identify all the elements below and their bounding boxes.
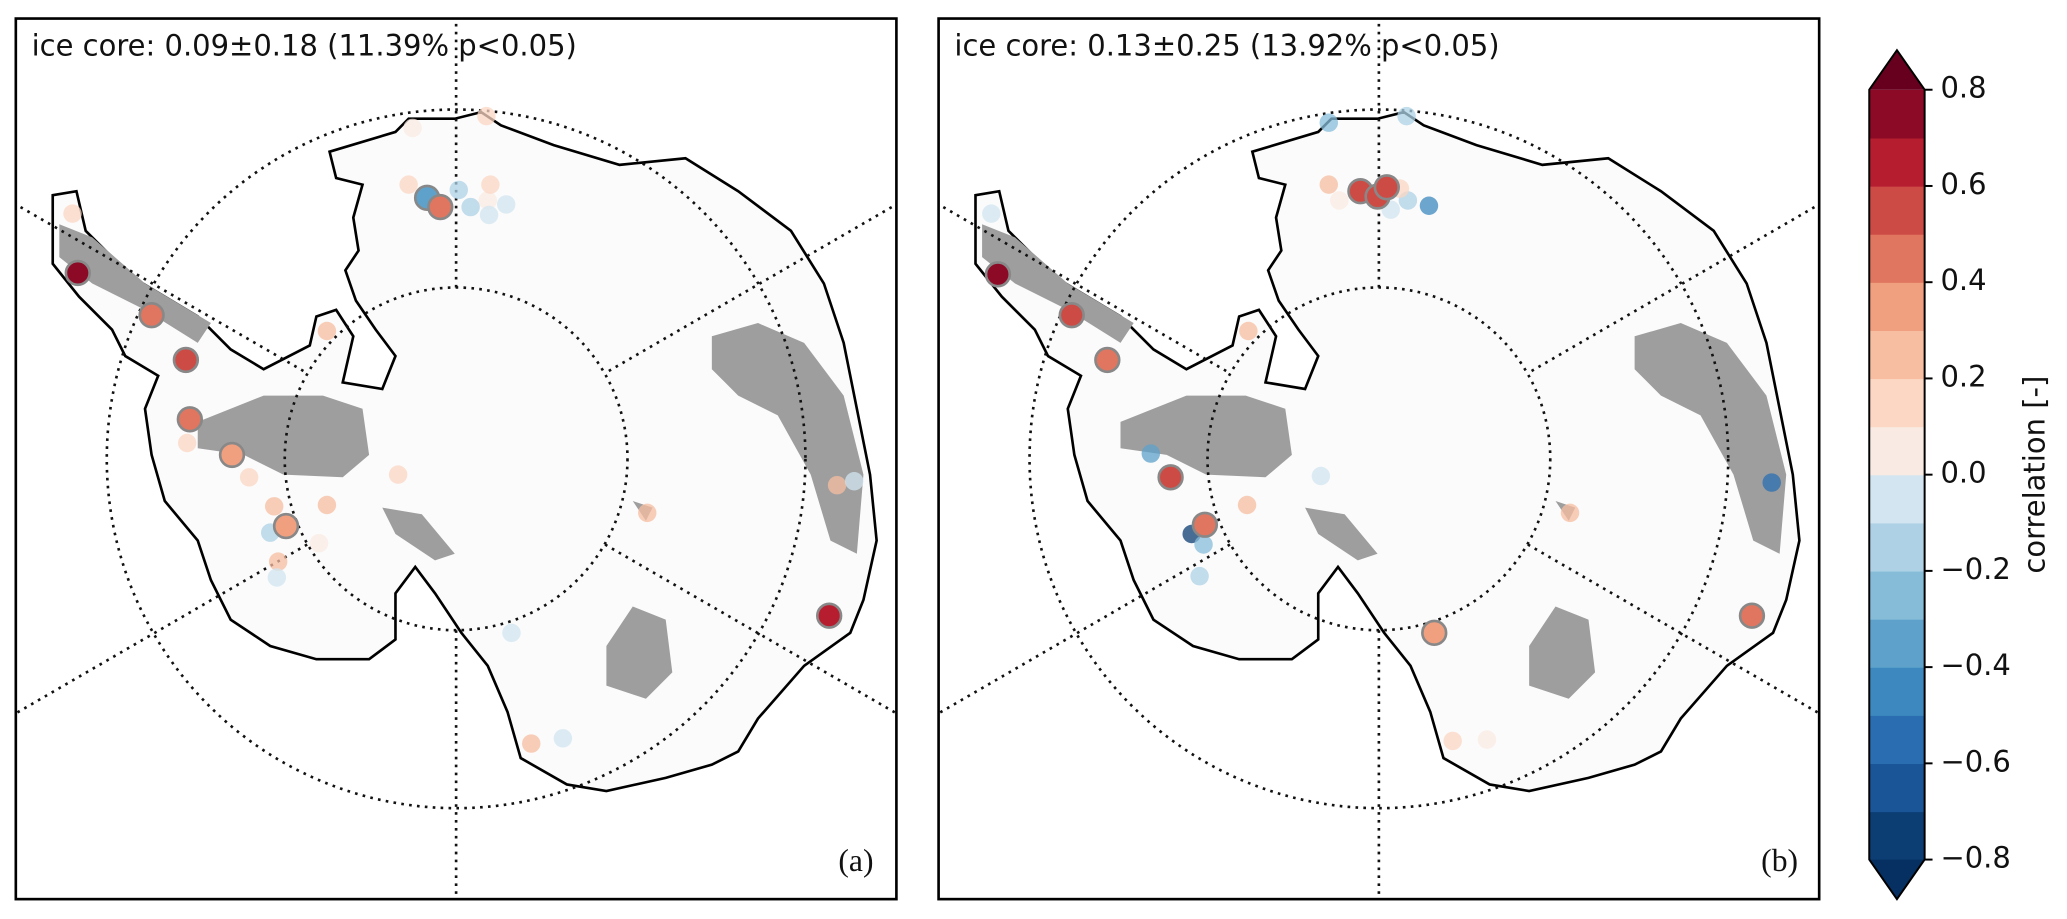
ice-core-site <box>1443 731 1462 751</box>
panel-title: ice core: 0.13±0.25 (13.92% p<0.05) <box>954 29 1499 63</box>
colorbar-segment <box>1869 234 1925 283</box>
colorbar-extend <box>1869 50 1925 90</box>
colorbar-segment <box>1869 282 1925 331</box>
colorbar-tick-label: 0.8 <box>1940 71 1986 105</box>
ice-core-site <box>481 175 500 194</box>
colorbar-label: correlation [-] <box>2018 376 2052 574</box>
panel-frame <box>14 17 898 901</box>
ice-core-site <box>218 441 246 469</box>
panel-frame <box>937 17 1821 901</box>
panel-label: (b) <box>1761 843 1798 878</box>
ice-core-site <box>427 193 454 221</box>
ice-core-site <box>1421 619 1448 647</box>
panel-b <box>938 18 1820 900</box>
ice-core-site <box>1191 511 1219 538</box>
ice-core-site <box>64 259 91 287</box>
colorbar-tick-label: −0.2 <box>1940 552 2010 586</box>
graticule <box>938 18 1820 900</box>
ice-core-site <box>1141 444 1161 463</box>
ice-core-site <box>239 468 259 487</box>
ice-core-site <box>844 472 864 491</box>
colorbar-tick-label: 0.6 <box>1940 167 1986 201</box>
ice-core-site <box>63 204 82 223</box>
colorbar-segment <box>1869 619 1925 668</box>
ice-core-site <box>461 197 480 217</box>
ice-core-site <box>478 191 497 210</box>
ice-core-site <box>1311 466 1331 486</box>
colorbar-tick-label: −0.4 <box>1940 648 2010 682</box>
ice-core-site <box>502 623 521 643</box>
colorbar-segment <box>1869 715 1925 765</box>
ice-core-site <box>1397 106 1416 126</box>
ice-core-site <box>309 533 329 553</box>
colorbar-segment <box>1869 763 1925 813</box>
ice-core-site <box>172 346 200 374</box>
colorbar-segment <box>1869 185 1925 235</box>
ice-core-site <box>138 301 165 329</box>
colorbar: −0.8 −0.6 −0.4 −0.2 0.0 0.2 0.4 0.6 0.8 <box>1868 48 2011 901</box>
colorbar-segment <box>1869 667 1925 716</box>
ice-core-site <box>267 568 287 587</box>
ice-core-site <box>317 495 337 515</box>
ice-core-site <box>449 180 468 200</box>
colorbar-tick-label: 0.4 <box>1940 263 1986 297</box>
panel-title: ice core: 0.09±0.18 (11.39% p<0.05) <box>32 29 577 63</box>
ice-core-site <box>827 475 847 495</box>
panel-label: (a) <box>838 843 873 878</box>
colorbar-segment <box>1869 378 1925 428</box>
ice-core-site <box>176 406 204 433</box>
ice-core-site <box>1157 464 1184 491</box>
colorbar-segment <box>1869 426 1925 476</box>
colorbar-segment <box>1869 522 1925 572</box>
ice-core-site <box>1319 175 1339 194</box>
ice-core-site <box>638 503 657 523</box>
ice-core-site <box>496 195 516 214</box>
colorbar-segment <box>1869 811 1925 861</box>
ice-core-site <box>1419 196 1439 215</box>
ice-core-site <box>1738 602 1766 629</box>
colorbar-tick-label: 0.2 <box>1940 359 1986 393</box>
colorbar-tick-label: 0.0 <box>1940 456 1986 490</box>
ice-core-site <box>1194 535 1213 554</box>
ice-core-site <box>1330 191 1349 210</box>
ice-core-site <box>264 497 284 516</box>
colorbar-extend <box>1869 859 1925 900</box>
ice-core-site <box>479 205 499 225</box>
ice-core-site <box>477 106 496 126</box>
ice-core-site <box>1239 321 1258 341</box>
ice-core-site <box>1477 730 1497 749</box>
ice-core-site <box>1094 346 1121 374</box>
ice-core-site <box>1237 495 1257 515</box>
ice-core-site <box>1560 503 1580 523</box>
colorbar-segment <box>1869 137 1925 187</box>
ice-core-site <box>1058 301 1085 329</box>
ice-core-site <box>815 602 843 629</box>
ice-core-site <box>553 729 573 748</box>
ice-core-site <box>984 261 1012 288</box>
ice-core-site <box>177 433 197 453</box>
colorbar-segment <box>1869 89 1925 139</box>
colorbar-tick-label: −0.6 <box>1940 744 2010 778</box>
ice-core-site <box>272 512 300 540</box>
graticule <box>15 18 897 900</box>
ice-core-site <box>1319 113 1339 132</box>
colorbar-tick-label: −0.8 <box>1940 841 2010 875</box>
colorbar-segment <box>1869 570 1925 620</box>
panel-a <box>15 18 897 900</box>
colorbar-segment <box>1869 330 1925 380</box>
ice-core-site <box>1762 473 1781 492</box>
ice-core-site <box>399 175 418 194</box>
colorbar-segment <box>1869 474 1925 524</box>
ice-core-site <box>982 204 1001 223</box>
ice-core-site <box>268 552 288 571</box>
ice-core-site <box>522 734 541 753</box>
ice-core-site <box>403 118 422 138</box>
ice-core-site <box>1190 566 1209 586</box>
ice-core-site <box>388 465 408 484</box>
ice-core-site <box>1373 174 1400 201</box>
ice-core-site <box>317 321 337 341</box>
